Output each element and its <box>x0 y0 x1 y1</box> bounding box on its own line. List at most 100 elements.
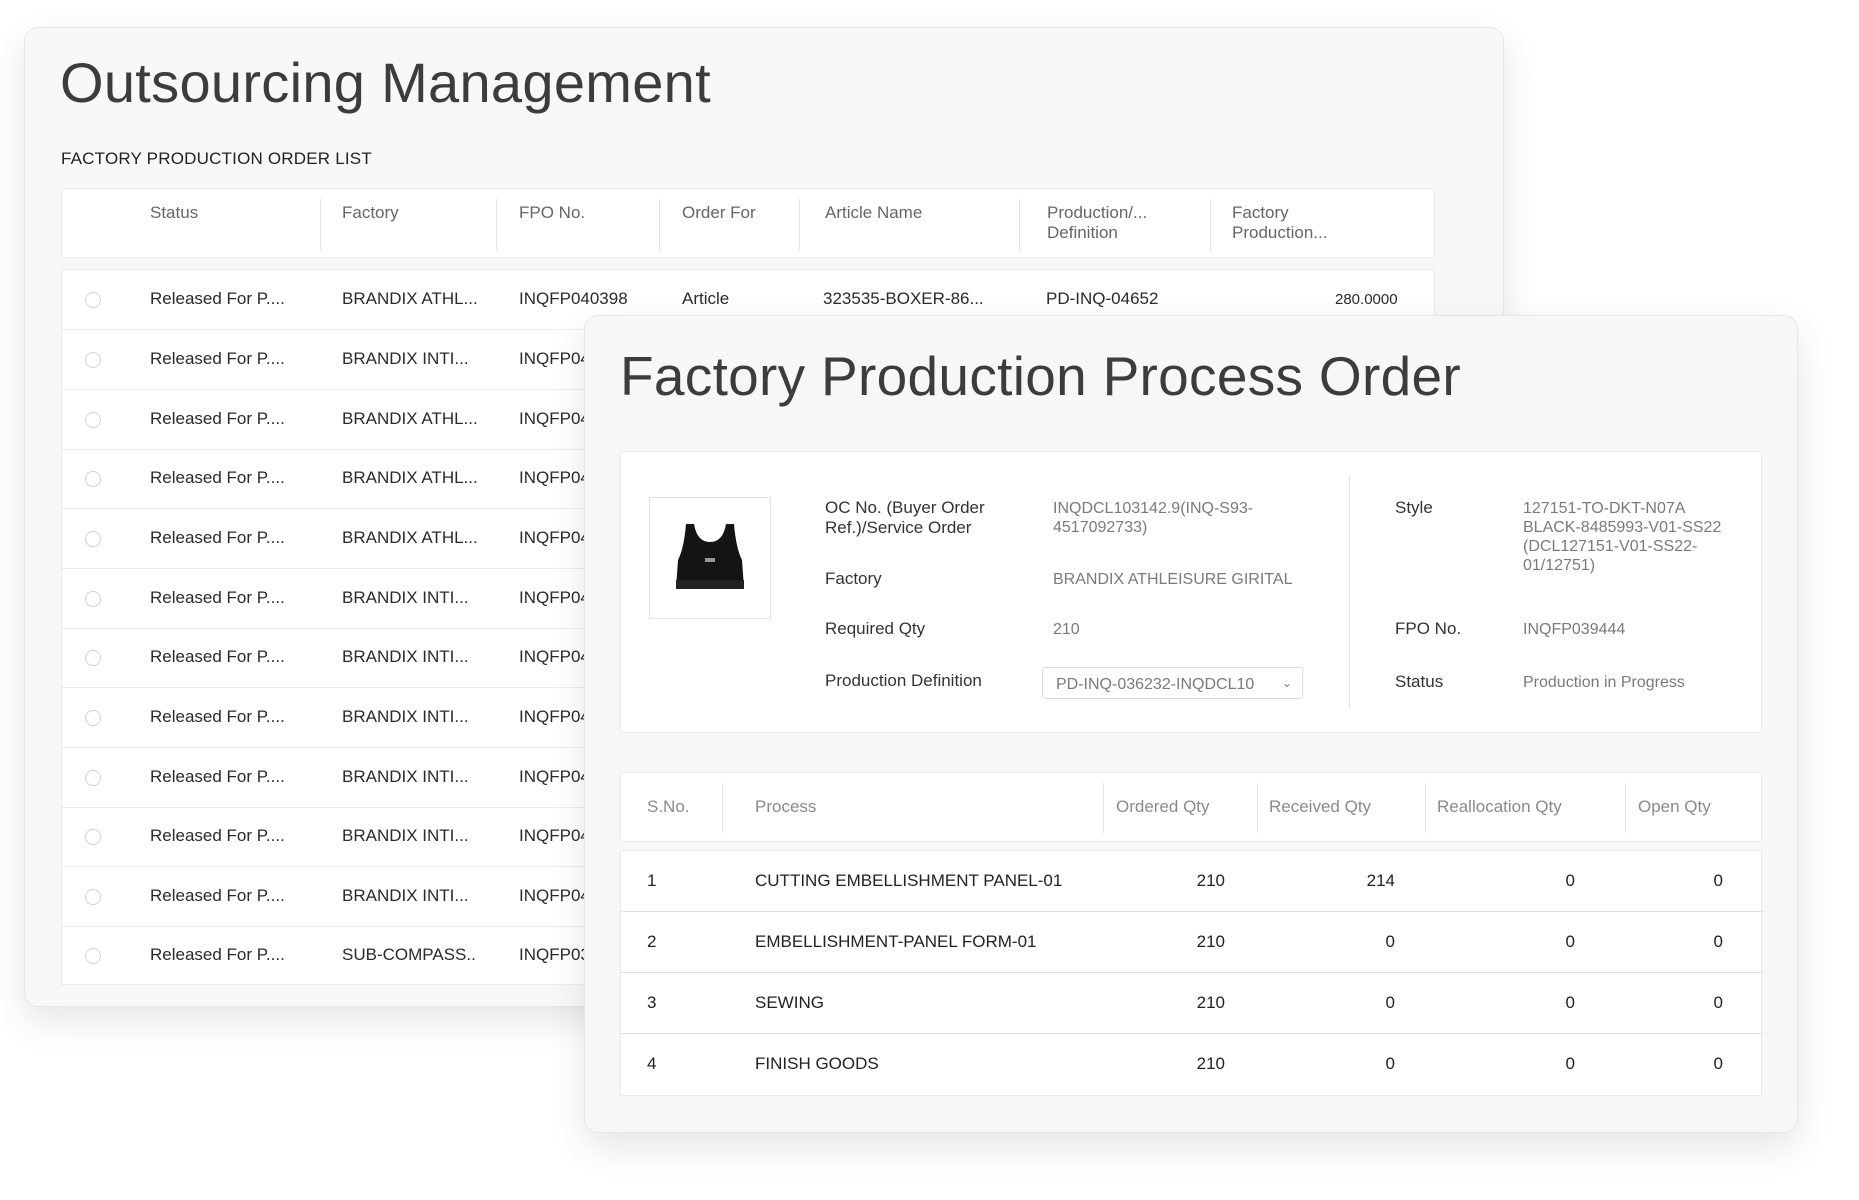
status-cell: Released For P.... <box>150 528 285 547</box>
received-qty-cell: 214 <box>1366 871 1395 890</box>
received-qty-cell: 0 <box>1385 932 1395 951</box>
row-select-radio[interactable] <box>85 591 101 607</box>
column-header-process[interactable]: Process <box>755 797 817 816</box>
row-select-radio[interactable] <box>85 770 101 786</box>
fpo-no-label: FPO No. <box>1395 619 1462 638</box>
qty-cell: 280.0000 <box>1335 291 1398 308</box>
reallocation-qty-cell: 0 <box>1565 871 1575 890</box>
factory-cell: BRANDIX INTI... <box>342 767 469 786</box>
process-cell: SEWING <box>755 993 824 1012</box>
column-header-factory-production[interactable]: Factory Production... <box>1232 203 1328 242</box>
column-header-received-qty[interactable]: Received Qty <box>1269 797 1372 816</box>
table-row[interactable]: Released For P.... SUB-COMPASS.. INQFP03 <box>62 926 1436 986</box>
factory-cell: BRANDIX INTI... <box>342 826 469 845</box>
table-row[interactable]: 1 CUTTING EMBELLISHMENT PANEL-01 210 214… <box>621 851 1763 912</box>
column-divider[interactable] <box>1425 783 1426 833</box>
received-qty-cell: 0 <box>1385 993 1395 1012</box>
column-divider[interactable] <box>722 783 723 833</box>
ordered-qty-cell: 210 <box>1196 1054 1225 1073</box>
column-header-sno[interactable]: S.No. <box>647 797 690 816</box>
fpo-cell: INQFP04 <box>519 886 590 905</box>
fpo-cell: INQFP04 <box>519 588 590 607</box>
column-header-factory[interactable]: Factory <box>342 203 399 222</box>
production-definition-value: PD-INQ-036232-INQDCL10 <box>1056 676 1255 693</box>
row-select-radio[interactable] <box>85 948 101 964</box>
column-divider[interactable] <box>799 199 800 251</box>
row-select-radio[interactable] <box>85 352 101 368</box>
column-header-order-for[interactable]: Order For <box>682 203 756 222</box>
column-divider[interactable] <box>1625 783 1626 833</box>
sno-cell: 1 <box>647 871 657 890</box>
fpo-cell: INQFP04 <box>519 707 590 726</box>
open-qty-cell: 0 <box>1713 871 1723 890</box>
column-header-article-name[interactable]: Article Name <box>825 203 923 222</box>
fpo-cell: INQFP04 <box>519 826 590 845</box>
column-divider[interactable] <box>1019 199 1020 251</box>
status-cell: Released For P.... <box>150 945 285 964</box>
column-header-reallocation-qty[interactable]: Reallocation Qty <box>1437 797 1562 816</box>
column-divider[interactable] <box>1210 199 1211 251</box>
column-header-ordered-qty[interactable]: Ordered Qty <box>1116 797 1210 816</box>
reallocation-qty-cell: 0 <box>1565 1054 1575 1073</box>
page-title: Outsourcing Management <box>60 51 711 114</box>
table-row[interactable]: 4 FINISH GOODS 210 0 0 0 <box>621 1034 1763 1095</box>
column-header-open-qty[interactable]: Open Qty <box>1638 797 1711 816</box>
status-value: Production in Progress <box>1523 674 1685 691</box>
factory-cell: BRANDIX ATHL... <box>342 289 478 308</box>
row-select-radio[interactable] <box>85 710 101 726</box>
factory-production-process-order-panel: Factory Production Process Order OC No. … <box>584 315 1798 1133</box>
row-select-radio[interactable] <box>85 829 101 845</box>
column-header-production-definition[interactable]: Production/... Definition <box>1047 203 1148 242</box>
definition-cell: PD-INQ-04652 <box>1046 289 1159 308</box>
table-row[interactable]: 3 SEWING 210 0 0 0 <box>621 973 1763 1034</box>
status-cell: Released For P.... <box>150 349 285 368</box>
row-select-radio[interactable] <box>85 531 101 547</box>
open-qty-cell: 0 <box>1713 993 1723 1012</box>
open-qty-cell: 0 <box>1713 1054 1723 1073</box>
fpo-cell: INQFP03 <box>519 945 590 964</box>
production-definition-select[interactable]: PD-INQ-036232-INQDCL10 ⌄ <box>1042 667 1303 699</box>
fpo-cell: INQFP040398 <box>519 289 628 308</box>
process-cell: FINISH GOODS <box>755 1054 879 1073</box>
info-divider <box>1349 474 1350 710</box>
style-label: Style <box>1395 498 1433 517</box>
factory-value: BRANDIX ATHLEISURE GIRITAL <box>1053 571 1293 588</box>
status-cell: Released For P.... <box>150 468 285 487</box>
row-select-radio[interactable] <box>85 471 101 487</box>
fpo-list-header: Status Factory FPO No. Order For Article… <box>61 188 1435 258</box>
table-row[interactable]: 2 EMBELLISHMENT-PANEL FORM-01 210 0 0 0 <box>621 912 1763 973</box>
status-cell: Released For P.... <box>150 289 285 308</box>
required-qty-value: 210 <box>1053 621 1080 638</box>
column-divider[interactable] <box>496 199 497 251</box>
process-table-header: S.No. Process Ordered Qty Received Qty R… <box>620 772 1762 842</box>
sno-cell: 3 <box>647 993 657 1012</box>
chevron-down-icon: ⌄ <box>1281 676 1292 690</box>
oc-no-label: OC No. (Buyer Order Ref.)/Service Order <box>825 498 985 537</box>
row-select-radio[interactable] <box>85 650 101 666</box>
process-cell: CUTTING EMBELLISHMENT PANEL-01 <box>755 871 1063 890</box>
status-label: Status <box>1395 672 1444 691</box>
factory-cell: BRANDIX INTI... <box>342 886 469 905</box>
row-select-radio[interactable] <box>85 412 101 428</box>
column-divider[interactable] <box>659 199 660 251</box>
column-divider[interactable] <box>1257 783 1258 833</box>
status-cell: Released For P.... <box>150 409 285 428</box>
row-select-radio[interactable] <box>85 889 101 905</box>
ordered-qty-cell: 210 <box>1196 993 1225 1012</box>
process-cell: EMBELLISHMENT-PANEL FORM-01 <box>755 932 1037 951</box>
oc-no-value: INQDCL103142.9(INQ-S93- 4517092733) <box>1053 500 1254 536</box>
status-cell: Released For P.... <box>150 886 285 905</box>
sno-cell: 2 <box>647 932 657 951</box>
fpo-cell: INQFP04 <box>519 528 590 547</box>
ordered-qty-cell: 210 <box>1196 932 1225 951</box>
factory-cell: BRANDIX INTI... <box>342 707 469 726</box>
style-value: 127151-TO-DKT-N07A BLACK-8485993-V01-SS2… <box>1523 500 1722 574</box>
column-divider[interactable] <box>1103 783 1104 833</box>
row-select-radio[interactable] <box>85 292 101 308</box>
factory-cell: BRANDIX INTI... <box>342 588 469 607</box>
column-header-fpo-no[interactable]: FPO No. <box>519 203 586 222</box>
fpo-cell: INQFP04 <box>519 647 590 666</box>
column-divider[interactable] <box>320 199 321 251</box>
column-header-status[interactable]: Status <box>150 203 199 222</box>
production-definition-label: Production Definition <box>825 671 982 690</box>
